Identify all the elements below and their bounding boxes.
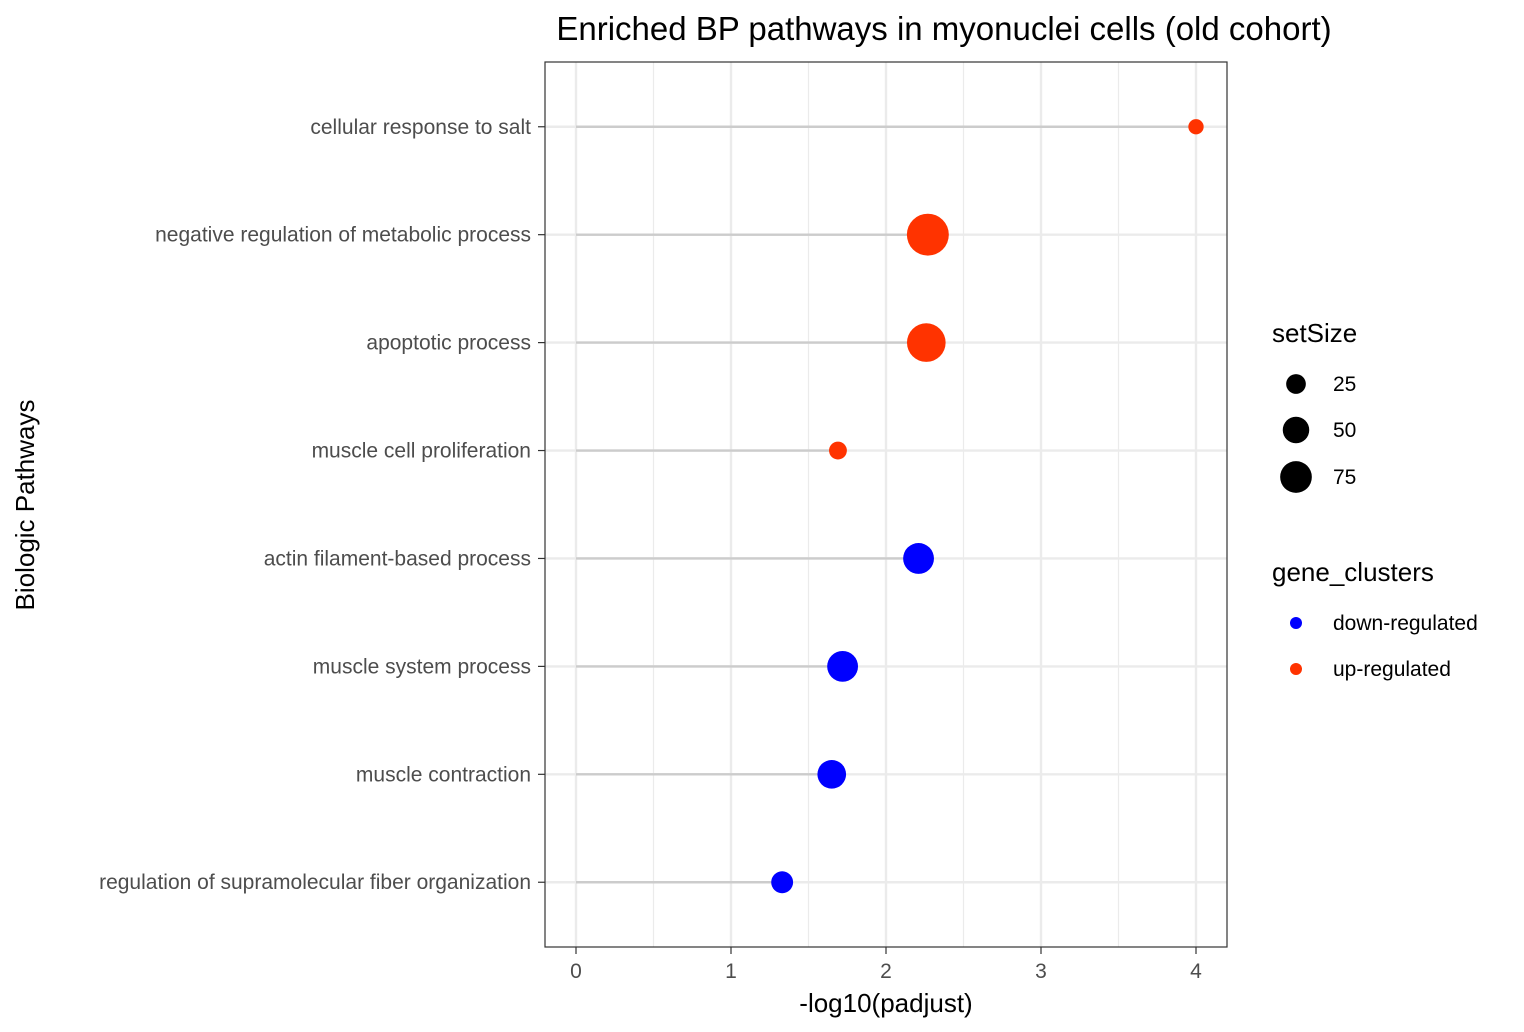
- data-point: [1188, 119, 1204, 135]
- data-point: [827, 650, 859, 682]
- legend-color-label: down-regulated: [1333, 612, 1478, 635]
- y-tick-label: apoptotic process: [366, 332, 531, 355]
- data-point: [906, 323, 946, 362]
- x-tick-label: 2: [880, 960, 892, 983]
- data-point: [817, 759, 847, 789]
- legend-color-key: [1290, 663, 1302, 675]
- y-tick-label: negative regulation of metabolic process: [155, 224, 531, 247]
- data-point: [906, 213, 949, 256]
- y-tick-label: cellular response to salt: [310, 116, 531, 139]
- y-axis-title: Biologic Pathways: [10, 400, 40, 611]
- legend-color-label: up-regulated: [1333, 658, 1451, 681]
- y-tick-label: muscle contraction: [356, 763, 531, 786]
- x-axis-title: -log10(padjust): [799, 988, 972, 1018]
- x-axis: 0 1 2 3 4: [570, 947, 1202, 983]
- y-tick-label: actin filament-based process: [264, 547, 531, 570]
- data-point: [771, 871, 794, 894]
- legend-size-key: [1280, 461, 1312, 493]
- legend: setSize gene_clusters 25 50 75 down-regulat…: [1272, 318, 1478, 681]
- legend-size-label: 25: [1333, 373, 1356, 396]
- grid-layer: [545, 62, 1227, 947]
- x-tick-label: 0: [570, 960, 582, 983]
- legend-size-key: [1282, 416, 1310, 444]
- point-layer: [771, 119, 1204, 894]
- x-tick-label: 4: [1190, 960, 1202, 983]
- legend-size-title: setSize: [1272, 318, 1357, 348]
- data-point: [829, 441, 847, 460]
- legend-color-key: [1290, 617, 1302, 629]
- y-axis: cellular response to salt negative regula…: [99, 116, 545, 894]
- y-tick-label: regulation of supramolecular fiber organ…: [99, 871, 531, 894]
- y-tick-label: muscle system process: [313, 655, 531, 678]
- x-tick-label: 3: [1035, 960, 1047, 983]
- legend-size-key: [1286, 374, 1306, 394]
- chart-title: Enriched BP pathways in myonuclei cells …: [556, 10, 1331, 47]
- x-tick-label: 1: [725, 960, 737, 983]
- y-tick-label: muscle cell proliferation: [312, 440, 531, 463]
- data-point: [903, 543, 934, 574]
- legend-color-title: gene_clusters: [1272, 557, 1434, 587]
- legend-size-label: 50: [1333, 419, 1356, 442]
- segment-layer: [576, 125, 1196, 884]
- legend-size-label: 75: [1333, 466, 1356, 489]
